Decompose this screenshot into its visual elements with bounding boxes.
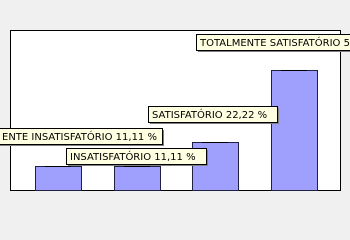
data-label: SATISFATÓRIO 22,22 % <box>152 108 267 121</box>
bar <box>114 166 161 191</box>
label-box <box>66 148 207 165</box>
label-box <box>196 34 350 51</box>
data-label: INSATISFATÓRIO 11,11 % <box>70 150 196 163</box>
label-box <box>0 128 163 145</box>
page: ENTE INSATISFATÓRIO 11,11 % INSATISFATÓRI… <box>0 30 350 192</box>
bar <box>271 69 318 191</box>
data-label: ENTE INSATISFATÓRIO 11,11 % <box>2 130 157 143</box>
bar <box>35 166 82 191</box>
label-box <box>148 106 278 123</box>
data-label: TOTALMENTE SATISFATÓRIO 5 <box>199 36 350 49</box>
chart: ENTE INSATISFATÓRIO 11,11 % INSATISFATÓRI… <box>0 30 350 192</box>
